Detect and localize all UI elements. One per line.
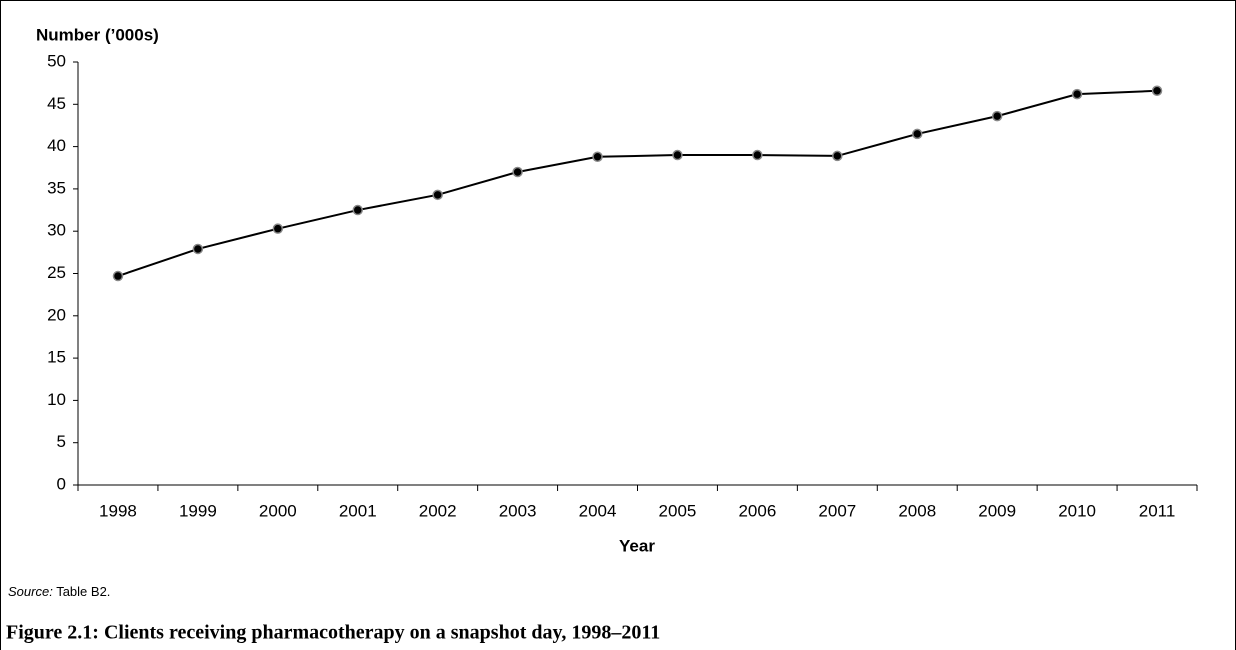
point [592, 151, 603, 163]
x-tick-label: 1998 [99, 501, 137, 520]
x-tick-label: 2007 [818, 501, 856, 520]
y-tick-label: 35 [47, 178, 66, 197]
x-tick-label: 2005 [659, 501, 697, 520]
line [117, 89, 1158, 277]
source-label: Source: [8, 584, 53, 599]
x-tick-label: 2010 [1058, 501, 1096, 520]
source-text: Table B2. [56, 584, 110, 599]
point [192, 243, 204, 255]
point [352, 204, 363, 216]
x-tick-label: 1999 [179, 501, 217, 520]
y-tick-label: 5 [57, 432, 66, 451]
y-tick-label: 45 [47, 94, 66, 113]
point [991, 110, 1003, 122]
caption: Figure 2.1: Clients receiving pharmacoth… [6, 622, 660, 644]
y-tick-label: 10 [47, 390, 66, 409]
point [752, 149, 763, 161]
source: Source: Table B2. [8, 584, 110, 599]
point [832, 150, 843, 162]
y-tick-label: 20 [47, 305, 66, 324]
point [272, 223, 284, 234]
point [1151, 85, 1163, 97]
point [512, 166, 523, 178]
point [1071, 88, 1083, 100]
x-tick-label: 2000 [259, 501, 297, 520]
y-tick-label: 40 [47, 136, 66, 155]
x-tick-label: 2004 [579, 501, 617, 520]
x-tick-label: 2001 [339, 501, 377, 520]
y-tick-label: 0 [57, 474, 66, 493]
point [432, 189, 443, 201]
x-tick-label: 2011 [1139, 501, 1176, 520]
x-tick-label: 2009 [978, 501, 1016, 520]
y-tick-label: 25 [47, 263, 66, 282]
y-tick-label: 30 [47, 221, 66, 240]
x-tick-label: 2006 [738, 501, 776, 520]
point [912, 128, 923, 140]
y-tick-label: 50 [47, 51, 66, 70]
x-tick-label: 2003 [499, 501, 537, 520]
point [672, 149, 683, 161]
x-tick-label: 2002 [419, 501, 457, 520]
y-axis-label: Number (’000s) [36, 25, 159, 44]
x-axis-label: Year [619, 536, 655, 555]
y-tick-label: 15 [47, 348, 66, 367]
point [112, 270, 124, 282]
x-tick-label: 2008 [898, 501, 936, 520]
